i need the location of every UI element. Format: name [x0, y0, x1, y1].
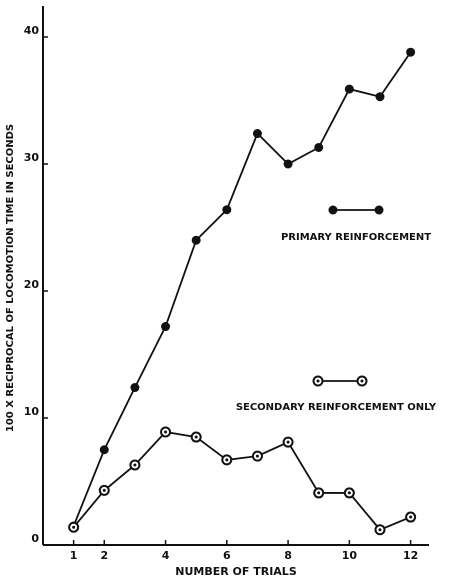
point-open [251, 450, 263, 462]
point-open [374, 524, 386, 536]
marker-dot [317, 491, 321, 495]
point [222, 205, 232, 215]
y-axis-label: 100 X RECIPROCAL OF LOCOMOTION TIME IN S… [5, 124, 16, 432]
x-tick-label: 2 [100, 549, 108, 562]
y-tick-label: 0 [31, 532, 39, 545]
point [375, 92, 385, 102]
point [283, 159, 293, 169]
series-line [72, 431, 411, 531]
marker-dot [378, 528, 382, 532]
point [99, 445, 109, 455]
point-open [98, 484, 110, 496]
point [252, 129, 262, 139]
x-tick-label: 1 [70, 549, 78, 562]
legend-label: SECONDARY REINFORCEMENT ONLY [236, 402, 437, 413]
marker-dot [255, 454, 259, 458]
point [130, 383, 140, 393]
point-open [356, 375, 368, 387]
marker-dot [194, 435, 198, 439]
marker-dot [360, 379, 364, 383]
point [191, 235, 201, 245]
marker-dot [102, 488, 106, 492]
point [161, 322, 171, 332]
x-tick-label: 6 [223, 549, 231, 562]
y-tick-label: 10 [24, 405, 40, 418]
x-tick-label: 12 [403, 549, 418, 562]
point-open [221, 454, 233, 466]
point-open [343, 487, 355, 499]
y-tick-label: 30 [24, 151, 40, 164]
point [314, 142, 324, 152]
marker-dot [347, 491, 351, 495]
legend-label: PRIMARY REINFORCEMENT [281, 232, 431, 243]
y-tick-label: 40 [24, 24, 40, 37]
point-open [190, 431, 202, 443]
point-open [68, 521, 80, 533]
marker-dot [316, 379, 320, 383]
marker-dot [72, 525, 76, 529]
x-tick-label: 8 [284, 549, 292, 562]
point-open [312, 375, 324, 387]
series-line [72, 51, 412, 527]
x-tick-label: 4 [162, 549, 170, 562]
marker-dot [409, 515, 413, 519]
point [344, 84, 354, 94]
x-tick-label: 10 [342, 549, 358, 562]
point-open [160, 426, 172, 438]
point-open [313, 487, 325, 499]
point-open [405, 511, 417, 523]
point-open [282, 436, 294, 448]
point-open [129, 459, 141, 471]
y-tick-label: 20 [24, 278, 40, 291]
x-axis-label: NUMBER OF TRIALS [175, 565, 297, 578]
marker-dot [133, 463, 137, 467]
point [374, 205, 384, 215]
marker-dot [286, 440, 290, 444]
marker-dot [164, 430, 168, 434]
point [328, 205, 338, 215]
point [406, 47, 416, 57]
marker-dot [225, 458, 229, 462]
